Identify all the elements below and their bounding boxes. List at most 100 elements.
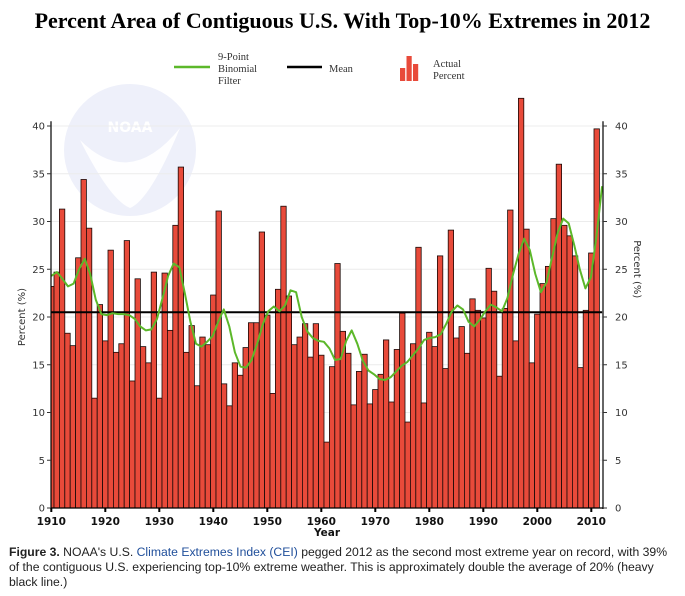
legend-bars-swatch <box>400 68 406 81</box>
bar-1936 <box>188 325 195 509</box>
bar-1931 <box>161 272 168 509</box>
bar-1941 <box>215 210 222 509</box>
bar-1987 <box>463 352 471 509</box>
legend-filter-label: Binomial <box>218 64 257 75</box>
bar-1988 <box>469 298 476 509</box>
bar-1925 <box>129 380 136 509</box>
bar-1972 <box>382 339 390 509</box>
bar-1999 <box>528 362 536 509</box>
bar-1945 <box>237 374 244 509</box>
bar-1977 <box>409 343 417 509</box>
bar-1961 <box>323 441 330 509</box>
bar-1947 <box>247 322 255 509</box>
bar-1992 <box>490 290 498 509</box>
bar-1955 <box>291 344 298 509</box>
x-tick-label: 2000 <box>523 516 552 528</box>
y-tick-label-right: 20 <box>615 313 628 324</box>
bar-1983 <box>442 368 449 509</box>
bar-1914 <box>69 345 76 509</box>
bar-1950 <box>264 314 271 509</box>
bar-1990 <box>480 317 487 509</box>
x-tick-label: 1950 <box>253 516 282 528</box>
bar-2004 <box>555 163 563 509</box>
x-tick-label: 1920 <box>91 516 120 528</box>
bar-1994 <box>501 308 509 509</box>
bar-2006 <box>566 235 573 509</box>
bar-1981 <box>431 346 438 509</box>
y-tick-label-right: 0 <box>615 504 621 515</box>
x-tick-label: 1960 <box>307 516 336 528</box>
y-tick-label-left: 35 <box>32 169 45 180</box>
x-axis-title: Year <box>313 527 341 539</box>
bar-1986 <box>458 326 465 509</box>
chart: NOAA 0 0 5 5 10 10 15 15 20 20 25 25 30 30 35 35 40 40 191… <box>17 52 642 539</box>
bar-1946 <box>242 347 249 509</box>
bar-2000 <box>534 313 541 509</box>
bar-1932 <box>166 329 174 509</box>
bar-1969 <box>366 403 374 509</box>
bar-1978 <box>415 246 422 509</box>
y-tick-label-left: 40 <box>32 122 45 133</box>
bar-1928 <box>145 362 152 509</box>
bar-1962 <box>328 366 336 509</box>
bar-1973 <box>388 401 395 509</box>
legend-bars-swatch <box>413 64 419 81</box>
y-tick-label-left: 20 <box>32 313 45 324</box>
legend-actual-label: Percent <box>433 71 465 82</box>
bar-1923 <box>118 343 125 509</box>
bar-1921 <box>107 249 114 509</box>
y-tick-label-left: 0 <box>39 504 45 515</box>
bar-1979 <box>420 402 428 509</box>
bar-1960 <box>318 354 325 509</box>
bar-1918 <box>91 397 98 509</box>
bar-1975 <box>399 312 406 509</box>
bar-1968 <box>361 353 368 509</box>
bar-1935 <box>183 351 190 509</box>
bar-1984 <box>447 229 455 509</box>
bar-1913 <box>64 332 71 509</box>
y-tick-label-right: 5 <box>615 456 621 467</box>
cei-link[interactable]: Climate Extremes Index (CEI) <box>136 545 298 559</box>
x-tick-label: 1940 <box>199 516 228 528</box>
bar-1976 <box>404 421 411 509</box>
bar-1911 <box>53 271 60 509</box>
bar-1951 <box>269 392 276 509</box>
bar-1998 <box>523 228 530 509</box>
y-tick-label-left: 15 <box>32 360 45 371</box>
bar-1982 <box>436 255 444 509</box>
bar-1957 <box>301 323 309 509</box>
bar-1916 <box>80 179 87 509</box>
bar-1970 <box>372 389 379 509</box>
bar-2002 <box>545 265 552 509</box>
y-tick-label-left: 25 <box>32 265 45 276</box>
bar-1952 <box>274 288 282 509</box>
y-tick-label-right: 15 <box>615 360 628 371</box>
bar-2001 <box>539 283 546 509</box>
bar-2009 <box>582 309 590 509</box>
bar-1943 <box>226 405 233 509</box>
bar-1953 <box>280 205 287 509</box>
bar-1965 <box>345 352 352 509</box>
x-tick-label: 1990 <box>469 516 498 528</box>
watermark-text: NOAA <box>108 120 153 136</box>
legend-mean-label: Mean <box>329 64 354 75</box>
bar-1997 <box>518 97 525 509</box>
filter-line <box>50 186 604 381</box>
bar-1966 <box>350 404 357 509</box>
x-tick-label: 1910 <box>37 516 66 528</box>
filter-line-group <box>50 186 604 381</box>
bar-1980 <box>426 331 433 509</box>
bar-1958 <box>307 356 314 509</box>
bar-1971 <box>377 373 384 509</box>
bar-1915 <box>75 257 82 509</box>
bar-1993 <box>496 375 503 509</box>
bar-1963 <box>334 263 341 509</box>
bar-1919 <box>96 304 103 509</box>
bar-1959 <box>312 323 320 509</box>
x-tick-label: 1930 <box>145 516 174 528</box>
figure-caption: Figure 3. NOAA's U.S. Climate Extremes I… <box>9 545 679 590</box>
bar-1934 <box>177 166 184 509</box>
caption-text-2: pegged 2012 as the second most extreme y… <box>9 545 668 589</box>
y-tick-label-left: 5 <box>39 456 45 467</box>
